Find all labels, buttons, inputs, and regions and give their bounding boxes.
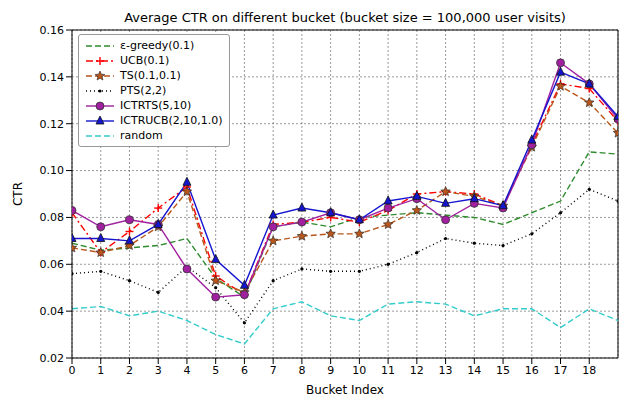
svg-text:0.02: 0.02 <box>40 352 65 365</box>
html-text:TS(0.1,0.1): TS(0.1,0.1) <box>120 69 181 82</box>
svg-text:2: 2 <box>126 364 133 377</box>
svg-text:0.12: 0.12 <box>40 118 65 131</box>
html-text:ε-greedy(0.1): ε-greedy(0.1) <box>120 39 195 52</box>
svg-text:5: 5 <box>212 364 219 377</box>
svg-text:18: 18 <box>582 364 596 377</box>
html-text:ICTRUCB(2,10,1.0): ICTRUCB(2,10,1.0) <box>120 114 223 127</box>
html-text:ICTRTS(5,10): ICTRTS(5,10) <box>120 99 192 112</box>
svg-text:0.14: 0.14 <box>40 71 65 84</box>
svg-text:3: 3 <box>155 364 162 377</box>
svg-text:0.10: 0.10 <box>40 164 65 177</box>
svg-text:10: 10 <box>352 364 366 377</box>
svg-text:0: 0 <box>69 364 76 377</box>
html-text:UCB(0.1): UCB(0.1) <box>120 54 170 67</box>
svg-text:16: 16 <box>525 364 539 377</box>
svg-text:1: 1 <box>97 364 104 377</box>
svg-text:9: 9 <box>327 364 334 377</box>
svg-text:4: 4 <box>183 364 190 377</box>
svg-text:7: 7 <box>270 364 277 377</box>
svg-text:0.06: 0.06 <box>40 258 65 271</box>
svg-text:14: 14 <box>467 364 481 377</box>
svg-text:13: 13 <box>439 364 453 377</box>
svg-text:11: 11 <box>381 364 395 377</box>
svg-text:0.04: 0.04 <box>40 305 65 318</box>
svg-text:0.08: 0.08 <box>40 211 65 224</box>
html-text:random: random <box>120 129 163 142</box>
svg-text:17: 17 <box>554 364 568 377</box>
svg-text:6: 6 <box>241 364 248 377</box>
svg-text:0.16: 0.16 <box>40 24 65 37</box>
svg-text:12: 12 <box>410 364 424 377</box>
html-text:PTS(2,2): PTS(2,2) <box>120 84 167 97</box>
svg-text:Bucket Index: Bucket Index <box>306 383 384 397</box>
svg-text:15: 15 <box>496 364 510 377</box>
svg-text:8: 8 <box>298 364 305 377</box>
svg-text:CTR: CTR <box>11 182 25 206</box>
html-text:Average CTR on different bucke: Average CTR on different bucket (bucket … <box>124 10 566 25</box>
